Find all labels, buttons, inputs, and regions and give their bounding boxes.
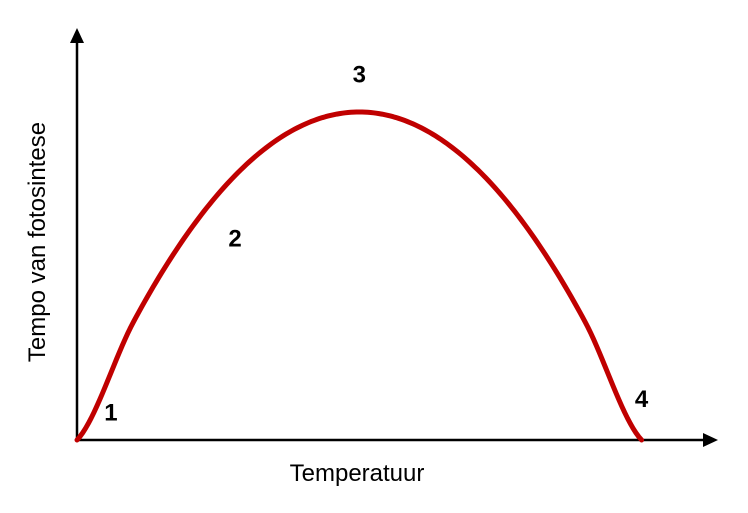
annotations: 1 2 3 4: [104, 62, 649, 427]
point-label-1: 1: [104, 399, 117, 426]
point-label-2: 2: [228, 226, 241, 253]
x-axis-arrow: [703, 433, 718, 447]
y-axis-label: Tempo van fotosintese: [24, 122, 51, 362]
point-label-3: 3: [353, 62, 366, 89]
y-axis-arrow: [70, 28, 84, 43]
point-label-4: 4: [635, 386, 649, 413]
series-line: [74, 109, 645, 443]
x-axis-label: Temperatuur: [290, 460, 425, 487]
